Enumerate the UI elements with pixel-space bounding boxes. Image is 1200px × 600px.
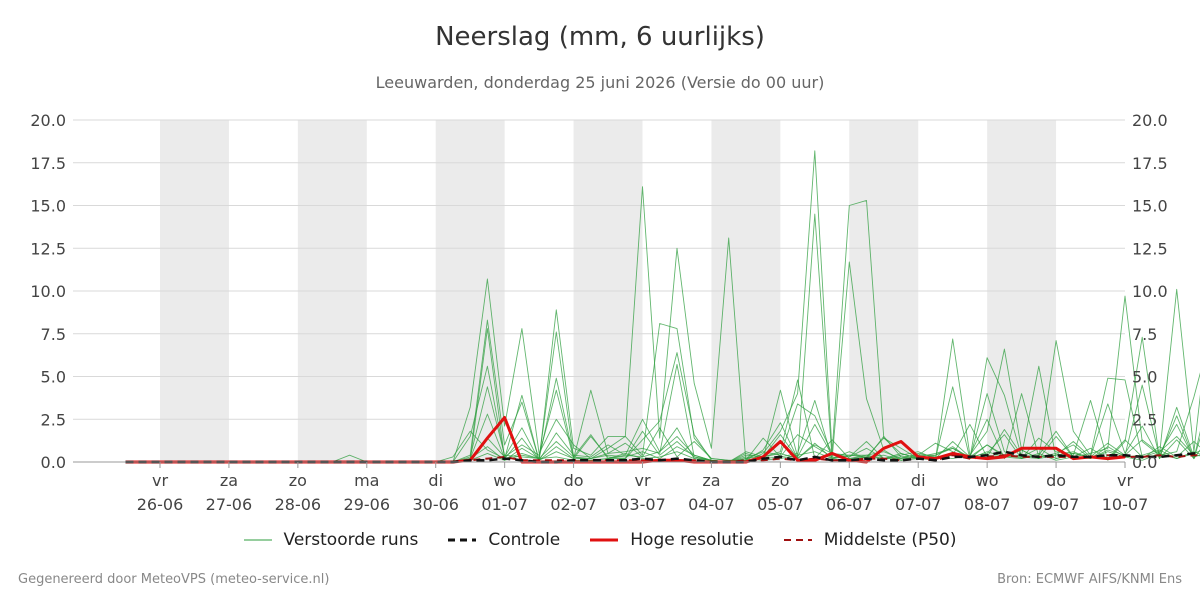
y-tick-label-left: 2.5 <box>41 410 66 429</box>
y-tick-label-left: 17.5 <box>30 154 66 173</box>
x-tick-day: zo <box>771 471 789 490</box>
x-tick-date: 30-06 <box>412 495 459 514</box>
y-tick-label-right: 10.0 <box>1132 282 1168 301</box>
y-tick-label-left: 0.0 <box>41 453 66 472</box>
x-tick-date: 05-07 <box>757 495 804 514</box>
x-tick-day: vr <box>634 471 650 490</box>
legend-item-median: Middelste (P50) <box>783 530 957 550</box>
x-tick-date: 08-07 <box>964 495 1011 514</box>
y-tick-label-right: 2.5 <box>1132 410 1157 429</box>
x-tick-date: 01-07 <box>481 495 528 514</box>
y-tick-label-right: 5.0 <box>1132 368 1157 387</box>
y-tick-label-left: 7.5 <box>41 325 66 344</box>
y-tick-label-right: 15.0 <box>1132 197 1168 216</box>
x-tick-day: vr <box>1117 471 1133 490</box>
legend-item-members: Verstoorde runs <box>243 530 419 550</box>
y-tick-label-left: 20.0 <box>30 111 66 130</box>
x-tick-date: 06-07 <box>826 495 873 514</box>
x-tick-day: di <box>428 471 443 490</box>
x-tick-day: do <box>564 471 584 490</box>
x-tick-date: 28-06 <box>275 495 322 514</box>
footer-generated-by: Gegenereerd door MeteoVPS (meteo-service… <box>18 572 330 587</box>
x-tick-day: ma <box>354 471 379 490</box>
x-tick-day: zo <box>289 471 307 490</box>
y-tick-label-right: 12.5 <box>1132 239 1168 258</box>
legend-item-highres: Hoge resolutie <box>590 530 754 550</box>
y-tick-label-right: 20.0 <box>1132 111 1168 130</box>
x-tick-day: wo <box>976 471 999 490</box>
y-tick-label-left: 12.5 <box>30 239 66 258</box>
legend: Verstoorde runs Controle Hoge resolutie … <box>0 530 1200 550</box>
x-tick-date: 26-06 <box>137 495 184 514</box>
x-tick-date: 09-07 <box>1033 495 1080 514</box>
x-tick-date: 29-06 <box>344 495 391 514</box>
y-tick-label-left: 10.0 <box>30 282 66 301</box>
axes: 0.0 0.0 2.5 2.5 5.0 5.0 7.5 7.5 10.0 10.0 12.5 12.5… <box>30 111 1167 514</box>
legend-swatch-median <box>783 539 812 541</box>
x-tick-date: 10-07 <box>1102 495 1149 514</box>
legend-swatch-highres <box>590 538 619 542</box>
chart-title: Neerslag (mm, 6 uurlijks) <box>435 22 765 52</box>
x-tick-date: 03-07 <box>619 495 666 514</box>
legend-swatch-control <box>448 538 477 542</box>
x-tick-day: di <box>911 471 926 490</box>
x-tick-date: 07-07 <box>895 495 942 514</box>
y-tick-label-left: 15.0 <box>30 197 66 216</box>
x-tick-day: za <box>702 471 720 490</box>
x-tick-date: 04-07 <box>688 495 735 514</box>
x-tick-day: vr <box>152 471 168 490</box>
y-tick-label-right: 0.0 <box>1132 453 1157 472</box>
x-tick-day: ma <box>837 471 862 490</box>
x-tick-day: za <box>220 471 238 490</box>
y-tick-label-right: 17.5 <box>1132 154 1168 173</box>
legend-label-members: Verstoorde runs <box>283 530 419 550</box>
x-tick-date: 02-07 <box>550 495 597 514</box>
y-tick-label-right: 7.5 <box>1132 325 1157 344</box>
footer-source: Bron: ECMWF AIFS/KNMI Ens <box>997 572 1182 587</box>
x-tick-date: 27-06 <box>206 495 253 514</box>
y-tick-label-left: 5.0 <box>41 368 66 387</box>
x-tick-day: wo <box>493 471 516 490</box>
legend-item-control: Controle <box>448 530 560 550</box>
legend-label-highres: Hoge resolutie <box>630 530 754 550</box>
legend-label-control: Controle <box>488 530 561 550</box>
legend-label-median: Middelste (P50) <box>823 530 957 550</box>
chart-subtitle: Leeuwarden, donderdag 25 juni 2026 (Vers… <box>375 73 825 92</box>
legend-swatch-members <box>243 539 272 541</box>
x-tick-day: do <box>1046 471 1066 490</box>
